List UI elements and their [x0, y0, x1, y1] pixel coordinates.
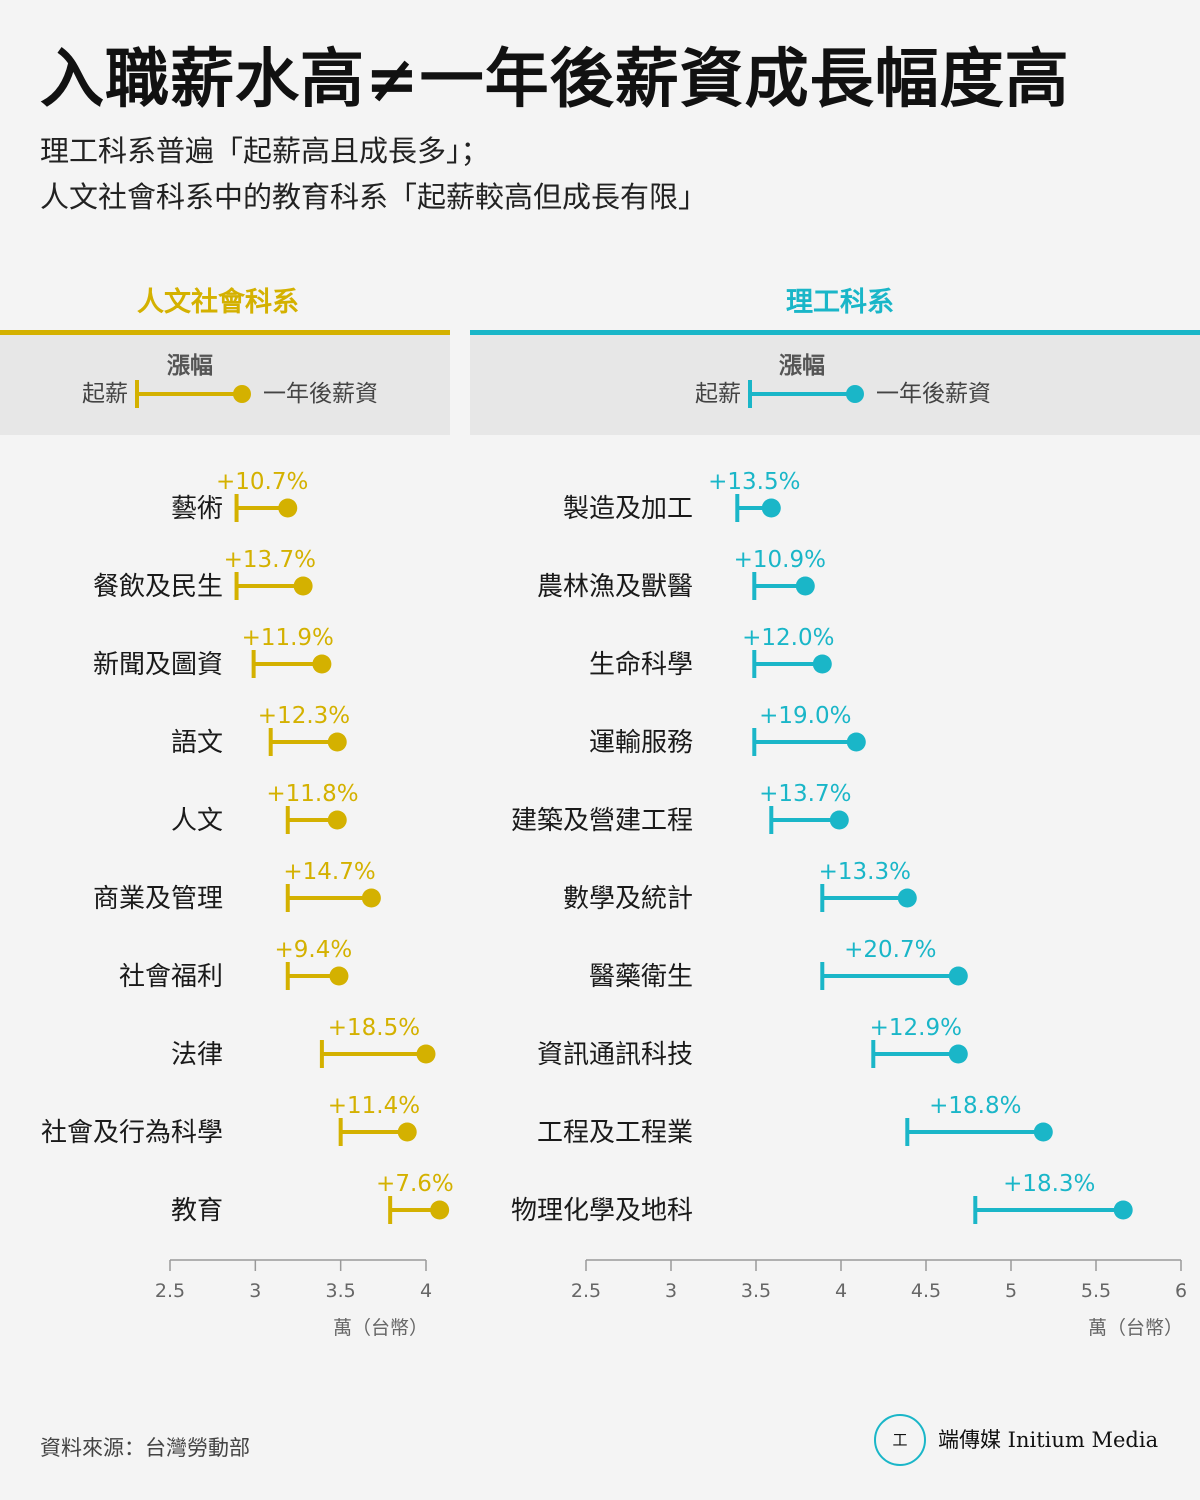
stem-category-label: 醫藥衛生 [589, 962, 693, 992]
humanities-change-label: +7.6% [376, 1171, 454, 1197]
stem-end-dot [795, 576, 815, 596]
brand: 工 端傳媒 Initium Media [874, 1412, 1174, 1472]
stem-change-label: +19.0% [759, 703, 851, 729]
humanities-end-dot [312, 654, 332, 674]
humanities-x-tick-label: 3 [249, 1280, 261, 1302]
panel-title-humanities: 人文社會科系 [137, 287, 299, 318]
humanities-category-label: 教育 [171, 1196, 223, 1226]
stem-x-tick-label: 4.5 [911, 1280, 941, 1302]
stem-change-label: +10.9% [734, 547, 826, 573]
stem-end-dot [948, 966, 968, 986]
brand-name: 端傳媒 Initium Media [938, 1428, 1159, 1452]
humanities-x-tick-label: 2.5 [155, 1280, 185, 1302]
stem-category-label: 建築及營建工程 [511, 806, 693, 836]
stem-x-tick-label: 5 [1005, 1280, 1017, 1302]
humanities-change-label: +12.3% [258, 703, 350, 729]
humanities-legend-end-dot [233, 385, 251, 403]
stem-end-dot [829, 810, 849, 830]
stem-change-label: +18.3% [1003, 1171, 1095, 1197]
humanities-change-label: +11.9% [242, 625, 334, 651]
stem-x-tick-label: 3.5 [741, 1280, 771, 1302]
stem-category-label: 製造及加工 [563, 494, 693, 524]
stem-x-tick-label: 2.5 [571, 1280, 601, 1302]
humanities-x-tick-label: 3.5 [326, 1280, 356, 1302]
stem-category-label: 運輸服務 [589, 728, 693, 758]
humanities-top-rule [0, 330, 450, 335]
humanities-end-dot [329, 966, 349, 986]
humanities-category-label: 社會及行為科學 [41, 1118, 223, 1148]
stem-end-dot [846, 732, 866, 752]
humanities-end-dot [293, 576, 313, 596]
subtitle-line-2: 人文社會科系中的教育科系「起薪較高但成長有限」 [40, 180, 708, 214]
stem-x-tick-label: 4 [835, 1280, 847, 1302]
stem-end-dot [1033, 1122, 1053, 1142]
stem-category-label: 資訊通訊科技 [537, 1040, 693, 1070]
humanities-category-label: 新聞及圖資 [93, 650, 223, 680]
stem-change-label: +20.7% [844, 937, 936, 963]
stem-x-tick-label: 6 [1175, 1280, 1187, 1302]
humanities-change-label: +14.7% [283, 859, 375, 885]
humanities-category-label: 語文 [171, 728, 223, 758]
chart-title: 入職薪水高≠一年後薪資成長幅度高 [40, 43, 1070, 117]
humanities-end-dot [361, 888, 381, 908]
humanities-change-label: +18.5% [328, 1015, 420, 1041]
stem-top-rule [470, 330, 1200, 335]
humanities-end-dot [327, 810, 347, 830]
humanities-category-label: 法律 [171, 1040, 223, 1070]
humanities-legend-title: 漲幅 [167, 353, 213, 379]
stem-legend-start-label: 起薪 [695, 381, 741, 407]
humanities-end-dot [416, 1044, 436, 1064]
stem-change-label: +12.9% [870, 1015, 962, 1041]
panel-title-stem: 理工科系 [786, 287, 894, 318]
humanities-change-label: +13.7% [224, 547, 316, 573]
chart-subtitle: 理工科系普遍「起薪高且成長多」； 人文社會科系中的教育科系「起薪較高但成長有限」 [40, 128, 707, 220]
brand-logo-icon: 工 [874, 1414, 926, 1466]
stem-category-label: 農林漁及獸醫 [537, 572, 693, 602]
humanities-legend-start-label: 起薪 [82, 381, 128, 407]
subtitle-line-1: 理工科系普遍「起薪高且成長多」； [40, 134, 490, 168]
stem-change-label: +13.7% [759, 781, 851, 807]
stem-end-dot [948, 1044, 968, 1064]
stem-change-label: +13.3% [819, 859, 911, 885]
source-note: 資料來源：台灣勞動部 [40, 1436, 250, 1460]
stem-unit-label: 萬（台幣） [1088, 1317, 1183, 1339]
stem-category-label: 物理化學及地科 [511, 1196, 693, 1226]
stem-end-dot [897, 888, 917, 908]
humanities-category-label: 人文 [171, 806, 223, 836]
humanities-end-dot [430, 1200, 450, 1220]
stem-change-label: +18.8% [929, 1093, 1021, 1119]
humanities-legend-end-label: 一年後薪資 [263, 381, 378, 407]
humanities-change-label: +10.7% [216, 469, 308, 495]
humanities-end-dot [278, 498, 298, 518]
humanities-category-label: 社會福利 [119, 962, 223, 992]
stem-legend-box [470, 335, 1200, 435]
stem-x-tick-label: 5.5 [1081, 1280, 1111, 1302]
humanities-category-label: 餐飲及民生 [93, 572, 223, 602]
humanities-category-label: 藝術 [171, 494, 223, 524]
stem-x-tick-label: 3 [665, 1280, 677, 1302]
stem-end-dot [761, 498, 781, 518]
stem-change-label: +12.0% [742, 625, 834, 651]
stem-legend-end-label: 一年後薪資 [876, 381, 991, 407]
humanities-end-dot [397, 1122, 417, 1142]
humanities-category-label: 商業及管理 [93, 884, 223, 914]
stem-end-dot [812, 654, 832, 674]
humanities-x-tick-label: 4 [420, 1280, 432, 1302]
humanities-end-dot [327, 732, 347, 752]
stem-end-dot [1113, 1200, 1133, 1220]
humanities-legend-box [0, 335, 450, 435]
stem-category-label: 工程及工程業 [537, 1118, 693, 1148]
stem-legend-title: 漲幅 [779, 353, 825, 379]
humanities-change-label: +11.4% [328, 1093, 420, 1119]
stem-category-label: 生命科學 [589, 650, 693, 680]
humanities-change-label: +9.4% [275, 937, 353, 963]
humanities-unit-label: 萬（台幣） [333, 1317, 428, 1339]
stem-legend-end-dot [846, 385, 864, 403]
humanities-change-label: +11.8% [266, 781, 358, 807]
stem-change-label: +13.5% [708, 469, 800, 495]
stem-category-label: 數學及統計 [563, 884, 693, 914]
